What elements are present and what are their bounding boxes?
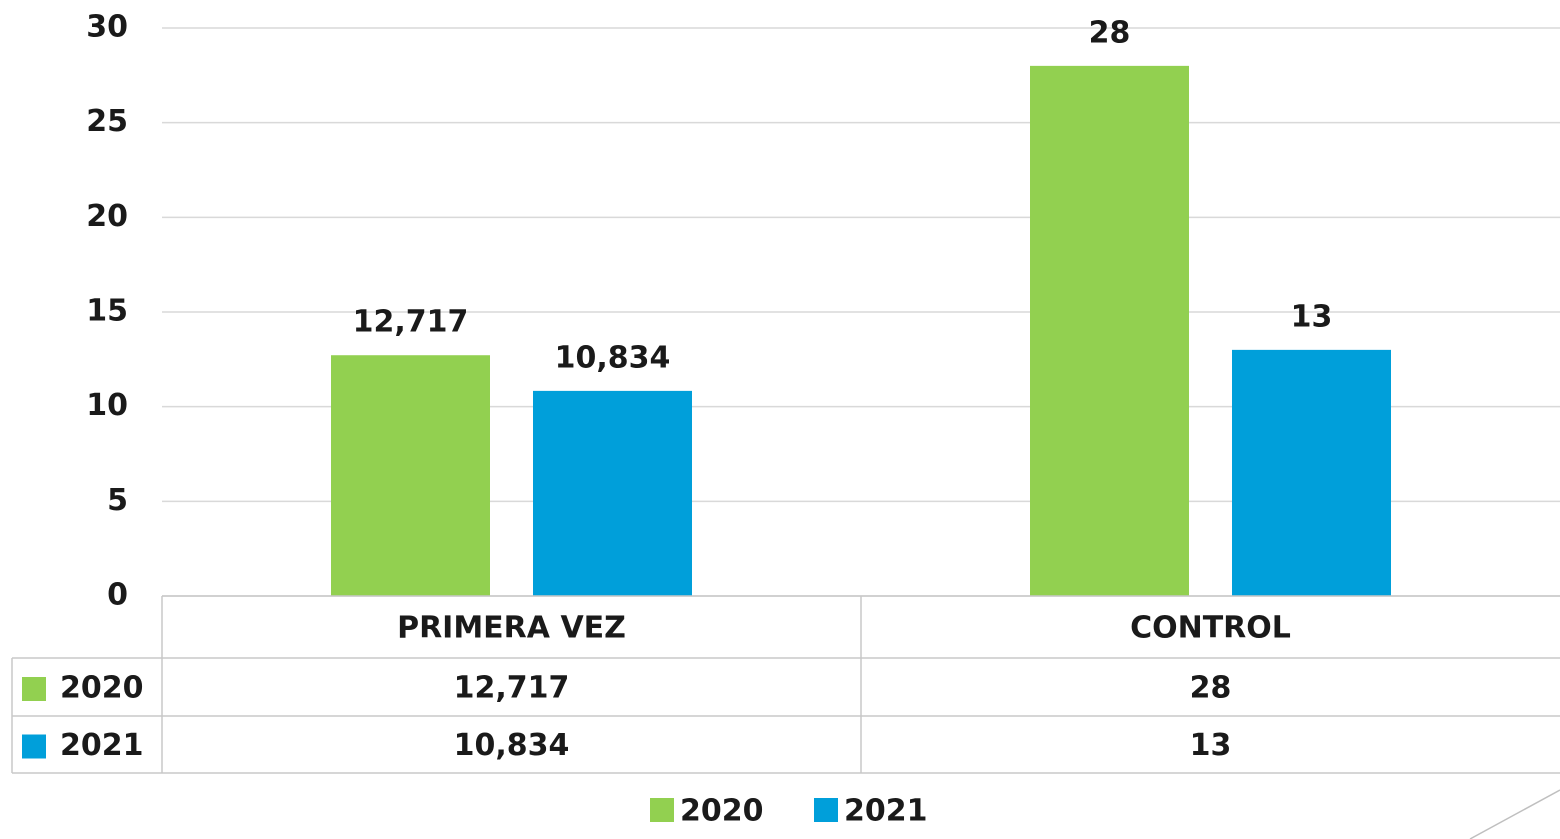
bar: [331, 355, 490, 596]
data-label: 28: [1089, 15, 1131, 50]
data-label: 12,717: [353, 305, 469, 340]
legend-key: [650, 798, 674, 822]
bar: [1030, 65, 1189, 596]
data-label: 13: [1291, 299, 1333, 334]
bar: [1232, 349, 1391, 596]
legend-key: [814, 798, 838, 822]
x-tick-label: PRIMERA VEZ: [397, 611, 626, 646]
legend-label: 2021: [844, 794, 928, 829]
bar: [533, 390, 692, 596]
table-cell: 10,834: [454, 728, 570, 763]
table-legend-key: [22, 677, 46, 701]
y-tick-label: 10: [86, 388, 128, 423]
legend-label: 2020: [680, 794, 764, 829]
table-row-label: 2020: [60, 671, 144, 706]
y-tick-label: 0: [107, 578, 128, 613]
table-cell: 12,717: [454, 671, 570, 706]
y-tick-label: 20: [86, 199, 128, 234]
x-tick-label: CONTROL: [1130, 611, 1291, 646]
y-tick-label: 15: [86, 294, 128, 329]
table-cell: 28: [1190, 671, 1232, 706]
y-tick-label: 25: [86, 104, 128, 139]
table-legend-key: [22, 734, 46, 759]
table-row-label: 2021: [60, 728, 144, 763]
data-label: 10,834: [555, 340, 671, 375]
table-cell: 13: [1190, 728, 1232, 763]
y-tick-label: 5: [107, 483, 128, 518]
y-tick-label: 30: [86, 10, 128, 45]
decoration-line: [1469, 789, 1560, 839]
